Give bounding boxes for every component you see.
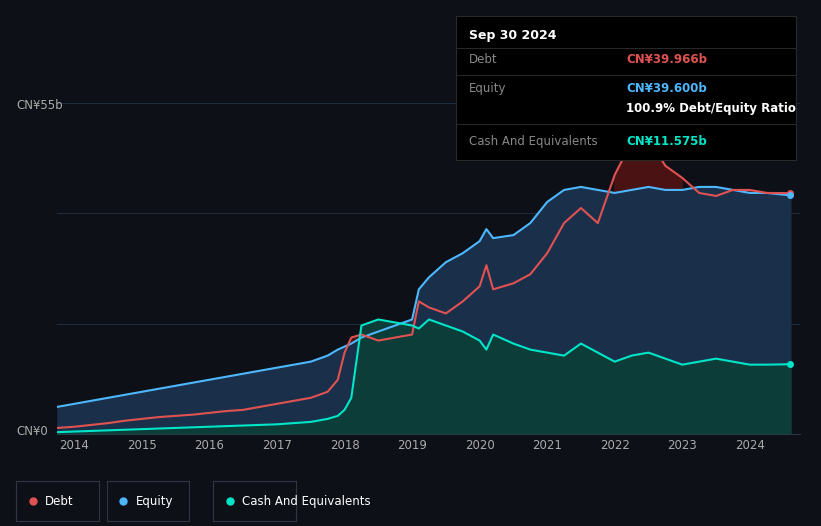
Text: Debt: Debt [45,494,74,508]
Text: Sep 30 2024: Sep 30 2024 [470,29,557,42]
Text: CN¥55b: CN¥55b [16,99,63,112]
Text: Debt: Debt [470,53,498,66]
Text: CN¥0: CN¥0 [16,425,48,438]
Text: Equity: Equity [470,82,507,95]
Text: CN¥39.966b: CN¥39.966b [626,53,707,66]
Text: 100.9% Debt/Equity Ratio: 100.9% Debt/Equity Ratio [626,102,796,115]
Text: CN¥39.600b: CN¥39.600b [626,82,707,95]
Text: Equity: Equity [135,494,173,508]
Text: Cash And Equivalents: Cash And Equivalents [242,494,371,508]
Text: CN¥11.575b: CN¥11.575b [626,135,707,148]
Text: Cash And Equivalents: Cash And Equivalents [470,135,598,148]
